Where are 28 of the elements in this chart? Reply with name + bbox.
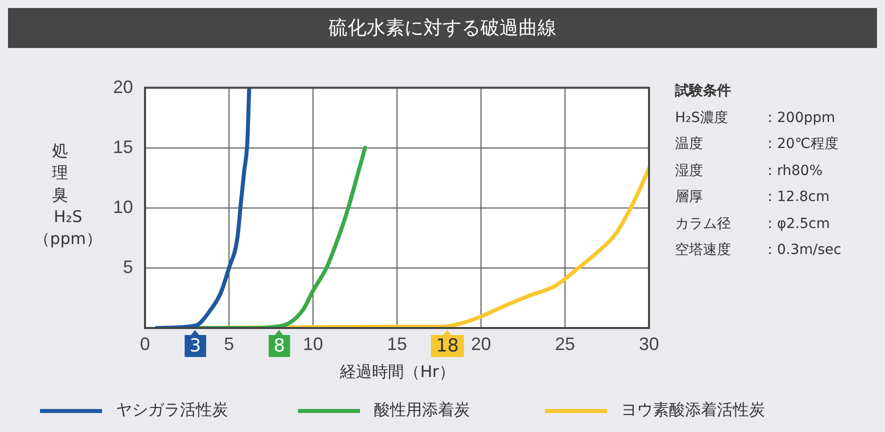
y-tick-label: 20 bbox=[112, 76, 133, 97]
legend-label: ヨウ素酸添着活性炭 bbox=[620, 400, 765, 421]
text: H₂S濃度：200ppm bbox=[675, 110, 836, 126]
x-tick-label: 10 bbox=[302, 334, 324, 354]
x-axis-title: 経過時間（Hr） bbox=[339, 362, 456, 383]
x-tick-label: 0 bbox=[140, 334, 150, 354]
legend-label: ヤシガラ活性炭 bbox=[115, 400, 228, 421]
x-tick-label: 15 bbox=[386, 334, 408, 354]
annotation: 18 bbox=[436, 336, 459, 357]
legend-label: 酸性用添着炭 bbox=[373, 400, 470, 421]
text: 空塔速度：0.3m/sec bbox=[675, 242, 842, 258]
y-tick-label: 5 bbox=[122, 256, 133, 277]
y-tick-label: 10 bbox=[112, 196, 133, 217]
text: 湿度：rh80% bbox=[675, 162, 822, 178]
text: カラム径：φ2.5cm bbox=[675, 216, 830, 232]
text: 試験条件 bbox=[675, 82, 732, 101]
line-series bbox=[154, 88, 252, 328]
text: 層厚：12.8cm bbox=[675, 189, 830, 205]
x-tick-label: 20 bbox=[470, 334, 492, 354]
annotation: 8 bbox=[274, 336, 286, 357]
chart-title: 硫化水素に対する破過曲線 bbox=[8, 8, 877, 48]
text: 温度：20℃程度 bbox=[675, 136, 839, 152]
y-tick-label: 15 bbox=[112, 136, 133, 157]
x-tick-label: 30 bbox=[638, 334, 660, 354]
annotation: 3 bbox=[190, 336, 202, 357]
x-tick-label: 25 bbox=[554, 334, 576, 354]
y-axis-title: 処理臭 H₂S（ppm） bbox=[33, 140, 103, 250]
x-tick-label: 5 bbox=[224, 334, 234, 354]
